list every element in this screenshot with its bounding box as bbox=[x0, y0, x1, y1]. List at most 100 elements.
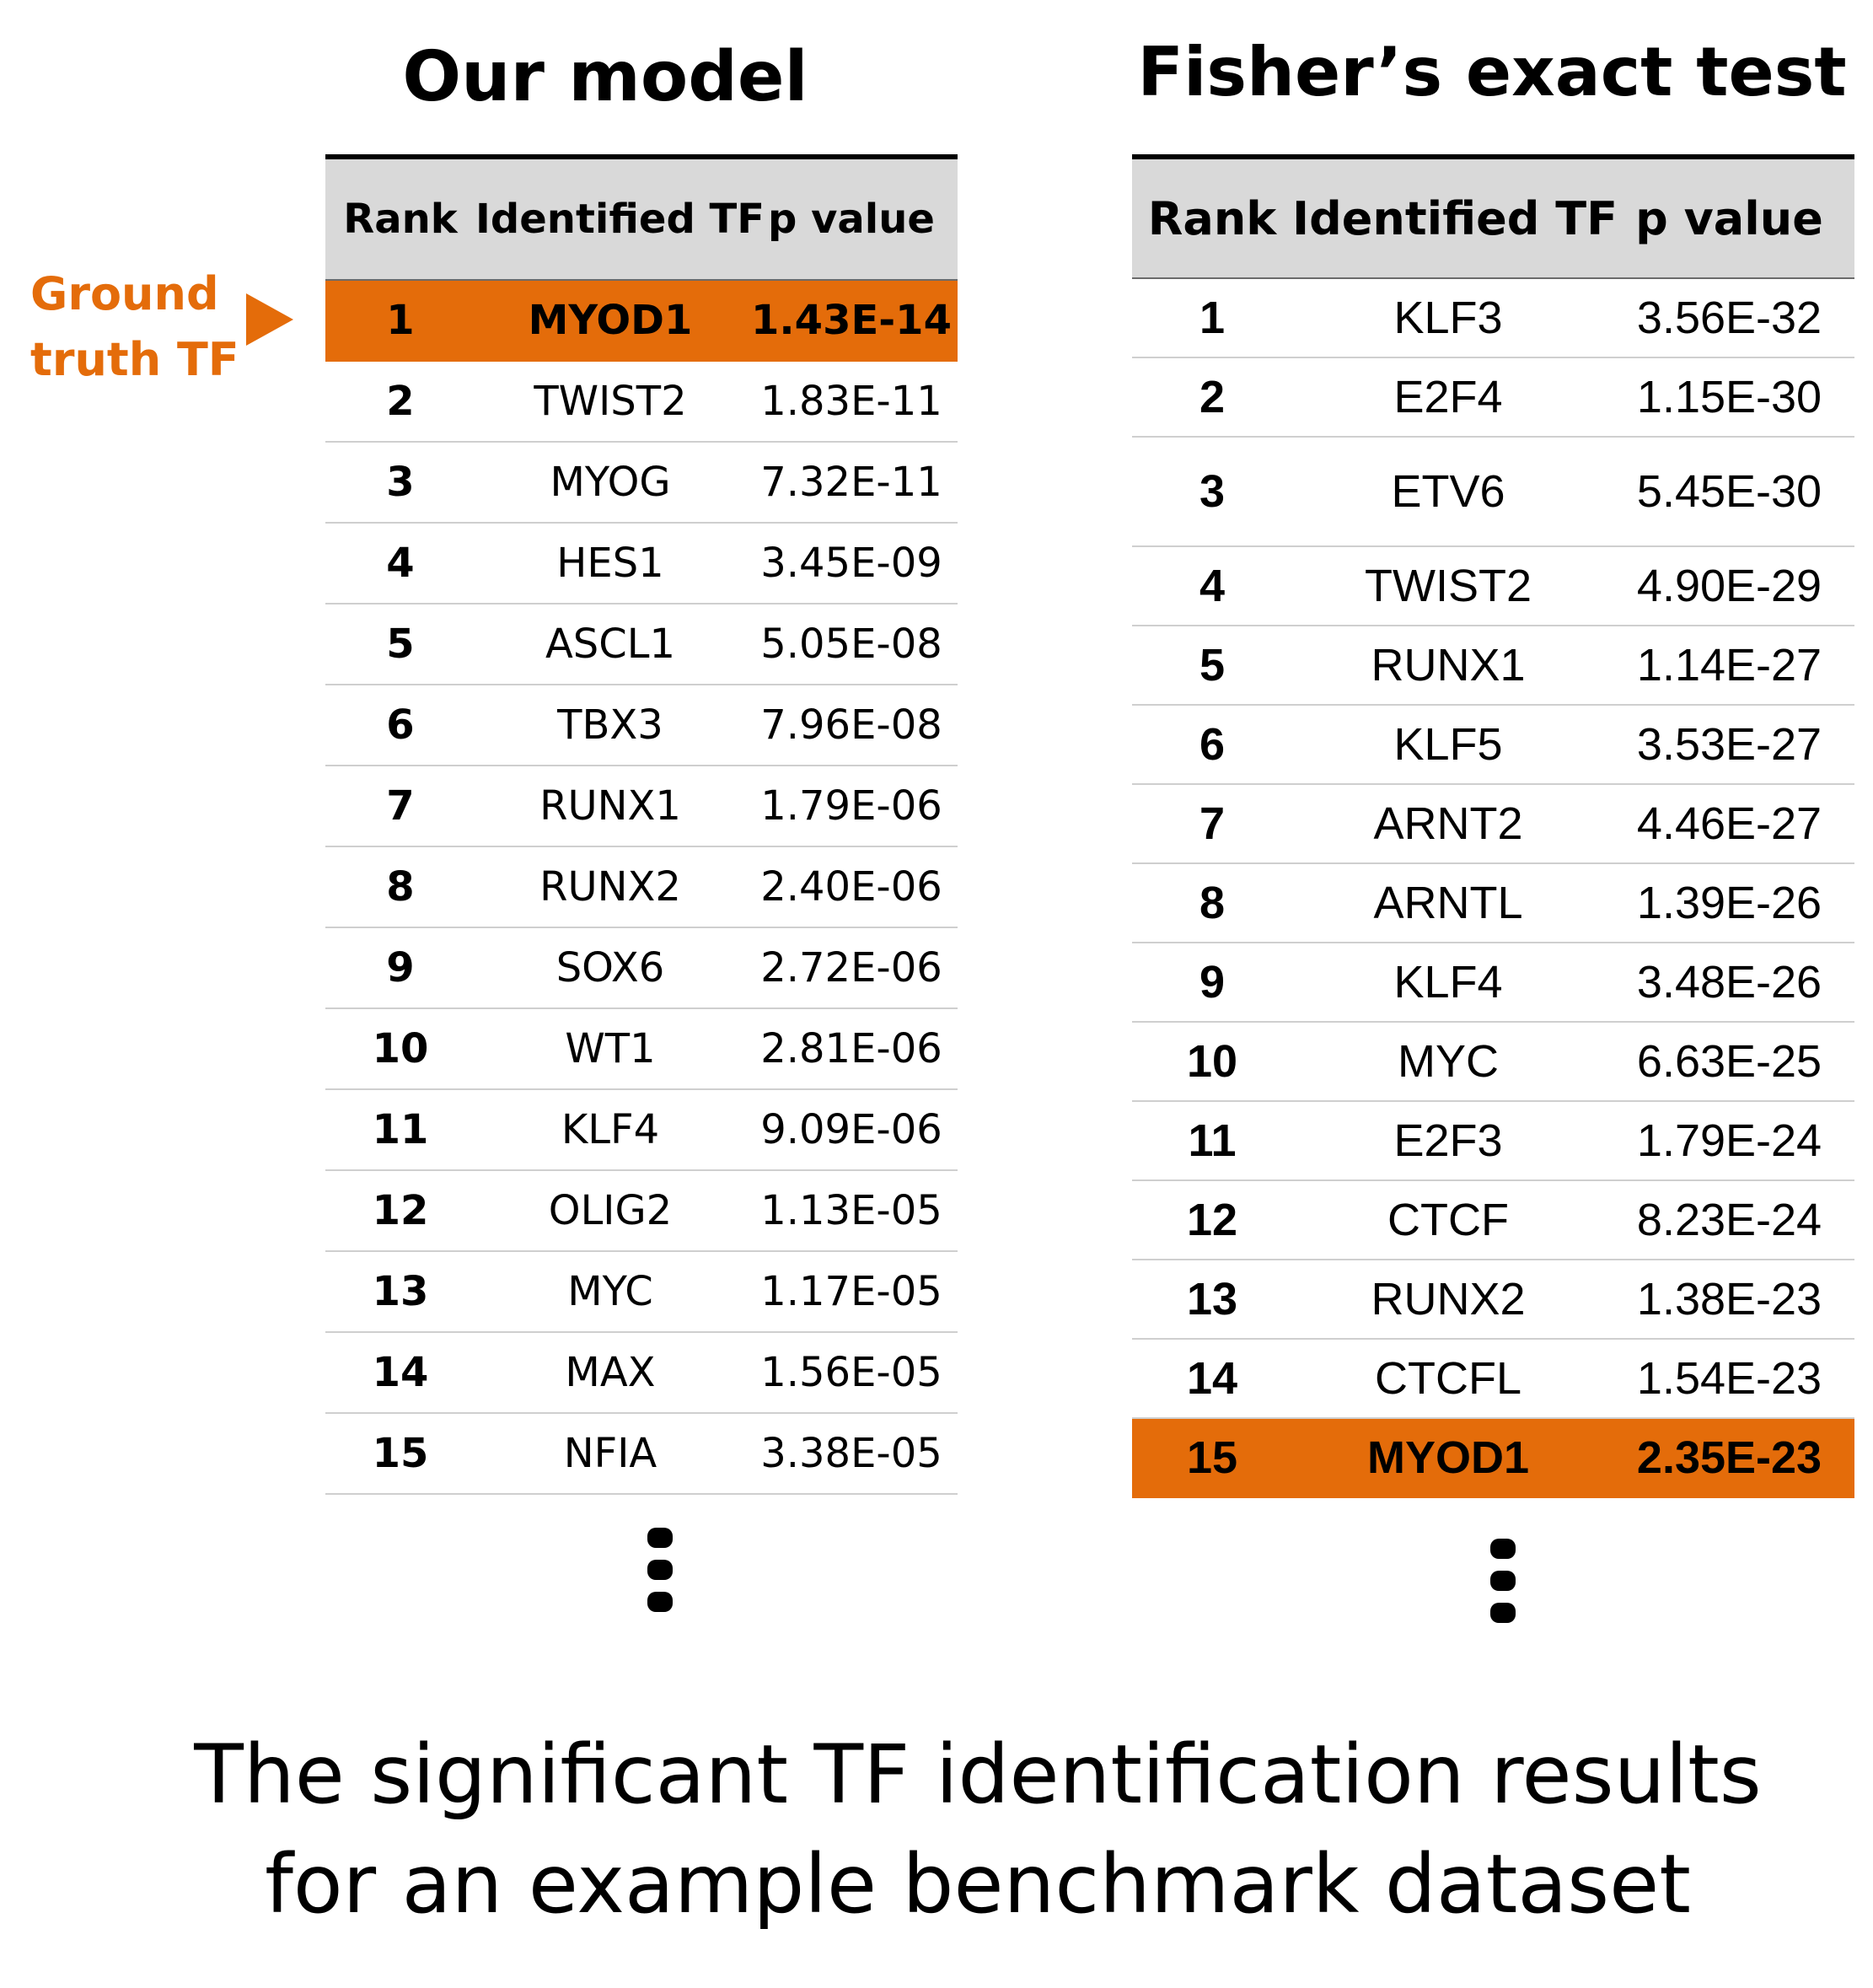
our-model-pvalue-cell: 1.13E-05 bbox=[760, 1187, 942, 1234]
fisher-pvalue-cell: 1.38E-23 bbox=[1636, 1274, 1822, 1324]
ground-truth-label-line2: truth TF bbox=[30, 333, 239, 386]
ground-truth-label-line1: Ground bbox=[30, 267, 219, 320]
our-model-tf-cell: RUNX1 bbox=[539, 782, 681, 830]
our-model-rank-cell: 3 bbox=[386, 459, 415, 506]
our-model-table-row: 7 RUNX1 1.79E-06 bbox=[325, 766, 958, 847]
fisher-rank-cell: 1 bbox=[1199, 293, 1226, 343]
our-model-rank-cell: 13 bbox=[372, 1268, 429, 1315]
our-model-tf-cell: KLF4 bbox=[561, 1106, 660, 1153]
fisher-header-row: Rank Identified TF p value bbox=[1132, 159, 1854, 279]
fisher-rank-cell: 6 bbox=[1199, 719, 1226, 770]
fisher-rank-cell: 5 bbox=[1199, 640, 1226, 690]
our-model-table-row: 3 MYOG 7.32E-11 bbox=[325, 443, 958, 524]
fisher-pvalue-cell: 4.46E-27 bbox=[1636, 798, 1822, 849]
left-continuation-ellipsis-icon bbox=[647, 1528, 673, 1624]
our-model-table-row: 12 OLIG2 1.13E-05 bbox=[325, 1171, 958, 1252]
fisher-pvalue-cell: 1.54E-23 bbox=[1636, 1353, 1822, 1404]
our-model-tf-cell: TBX3 bbox=[557, 701, 663, 749]
our-model-tf-cell: MAX bbox=[565, 1349, 656, 1396]
fisher-pvalue-cell: 5.45E-30 bbox=[1636, 466, 1822, 517]
our-model-pvalue-cell: 9.09E-06 bbox=[760, 1106, 942, 1153]
caption-line-1: The significant TF identification result… bbox=[194, 1727, 1762, 1822]
fisher-pvalue-cell: 6.63E-25 bbox=[1636, 1036, 1822, 1087]
fisher-table-row: 3 ETV6 5.45E-30 bbox=[1132, 438, 1854, 547]
our-model-pvalue-cell: 5.05E-08 bbox=[760, 621, 942, 668]
our-model-tf-cell: WT1 bbox=[565, 1025, 656, 1072]
our-model-pvalue-cell: 1.79E-06 bbox=[760, 782, 942, 830]
fisher-table-row: 2 E2F4 1.15E-30 bbox=[1132, 358, 1854, 438]
our-model-tf-cell: HES1 bbox=[556, 540, 664, 587]
our-model-table-row: 2 TWIST2 1.83E-11 bbox=[325, 362, 958, 443]
our-model-table-row: 5 ASCL1 5.05E-08 bbox=[325, 604, 958, 685]
our-model-header-cell: p value bbox=[768, 196, 935, 243]
fisher-tf-cell: KLF5 bbox=[1393, 719, 1503, 770]
fisher-table-row: 8 ARNTL 1.39E-26 bbox=[1132, 864, 1854, 943]
fisher-tf-cell: TWIST2 bbox=[1365, 561, 1532, 611]
our-model-rank-cell: 9 bbox=[386, 944, 415, 991]
our-model-pvalue-cell: 2.72E-06 bbox=[760, 944, 942, 991]
our-model-pvalue-cell: 1.43E-14 bbox=[751, 297, 952, 344]
fisher-rank-cell: 2 bbox=[1199, 372, 1226, 422]
fisher-pvalue-cell: 1.79E-24 bbox=[1636, 1115, 1822, 1166]
fisher-rank-cell: 8 bbox=[1199, 878, 1226, 928]
fisher-tf-cell: ARNTL bbox=[1373, 878, 1523, 928]
our-model-header-row: Rank Identified TF p value bbox=[325, 159, 958, 281]
our-model-pvalue-cell: 3.45E-09 bbox=[760, 540, 942, 587]
our-model-rank-cell: 10 bbox=[372, 1025, 429, 1072]
our-model-table-row: 15 NFIA 3.38E-05 bbox=[325, 1414, 958, 1495]
left-table-title: Our model bbox=[402, 37, 808, 117]
our-model-table-row: 4 HES1 3.45E-09 bbox=[325, 524, 958, 604]
fisher-rank-cell: 12 bbox=[1186, 1195, 1238, 1245]
figure-caption: The significant TF identification result… bbox=[169, 1720, 1787, 1939]
fisher-tf-cell: ARNT2 bbox=[1373, 798, 1523, 849]
fisher-tf-cell: RUNX1 bbox=[1371, 640, 1526, 690]
fisher-table-row: 15 MYOD1 2.35E-23 bbox=[1132, 1419, 1854, 1498]
fisher-tf-cell: CTCF bbox=[1387, 1195, 1509, 1245]
our-model-rank-cell: 7 bbox=[386, 782, 415, 830]
fisher-tf-cell: E2F3 bbox=[1393, 1115, 1503, 1166]
ground-truth-arrow-icon bbox=[246, 293, 293, 346]
our-model-tf-cell: MYOD1 bbox=[528, 297, 693, 344]
our-model-table-row: 9 SOX6 2.72E-06 bbox=[325, 928, 958, 1009]
our-model-header-cell: Rank bbox=[343, 196, 458, 243]
fisher-rank-cell: 13 bbox=[1186, 1274, 1238, 1324]
our-model-tf-cell: SOX6 bbox=[555, 944, 665, 991]
our-model-rank-cell: 5 bbox=[386, 621, 415, 668]
our-model-table-row: 8 RUNX2 2.40E-06 bbox=[325, 847, 958, 928]
our-model-tf-cell: NFIA bbox=[563, 1430, 657, 1477]
fisher-rank-cell: 4 bbox=[1199, 561, 1226, 611]
our-model-table-row: 1 MYOD1 1.43E-14 bbox=[325, 281, 958, 362]
our-model-tf-cell: MYC bbox=[567, 1268, 653, 1315]
our-model-pvalue-cell: 1.17E-05 bbox=[760, 1268, 942, 1315]
fisher-tf-cell: CTCFL bbox=[1375, 1353, 1521, 1404]
fisher-rank-cell: 7 bbox=[1199, 798, 1226, 849]
our-model-pvalue-cell: 1.56E-05 bbox=[760, 1349, 942, 1396]
our-model-table-row: 10 WT1 2.81E-06 bbox=[325, 1009, 958, 1090]
fisher-table-row: 9 KLF4 3.48E-26 bbox=[1132, 943, 1854, 1023]
fisher-rank-cell: 3 bbox=[1199, 466, 1226, 517]
fisher-rank-cell: 15 bbox=[1186, 1432, 1238, 1483]
fisher-table-row: 14 CTCFL 1.54E-23 bbox=[1132, 1340, 1854, 1419]
fisher-pvalue-cell: 8.23E-24 bbox=[1636, 1195, 1822, 1245]
fisher-header-cell: Identified TF bbox=[1292, 191, 1618, 245]
our-model-pvalue-cell: 3.38E-05 bbox=[760, 1430, 942, 1477]
ground-truth-label: Ground truth TF bbox=[30, 261, 239, 393]
fisher-rank-cell: 14 bbox=[1186, 1353, 1238, 1404]
our-model-rank-cell: 15 bbox=[372, 1430, 429, 1477]
our-model-pvalue-cell: 1.83E-11 bbox=[760, 378, 942, 425]
fisher-table-row: 10 MYC 6.63E-25 bbox=[1132, 1023, 1854, 1102]
fisher-table-row: 1 KLF3 3.56E-32 bbox=[1132, 279, 1854, 358]
fisher-table-row: 5 RUNX1 1.14E-27 bbox=[1132, 626, 1854, 706]
our-model-tf-cell: RUNX2 bbox=[539, 863, 681, 911]
fisher-tf-cell: ETV6 bbox=[1391, 466, 1505, 517]
fisher-pvalue-cell: 4.90E-29 bbox=[1636, 561, 1822, 611]
fisher-rank-cell: 11 bbox=[1188, 1115, 1237, 1166]
our-model-rank-cell: 8 bbox=[386, 863, 415, 911]
fisher-pvalue-cell: 3.48E-26 bbox=[1636, 957, 1822, 1007]
our-model-table-row: 11 KLF4 9.09E-06 bbox=[325, 1090, 958, 1171]
our-model-tf-cell: TWIST2 bbox=[534, 378, 687, 425]
fisher-tf-cell: E2F4 bbox=[1393, 372, 1503, 422]
fisher-pvalue-cell: 1.39E-26 bbox=[1636, 878, 1822, 928]
our-model-rank-cell: 1 bbox=[386, 297, 415, 344]
fisher-table-row: 13 RUNX2 1.38E-23 bbox=[1132, 1260, 1854, 1340]
